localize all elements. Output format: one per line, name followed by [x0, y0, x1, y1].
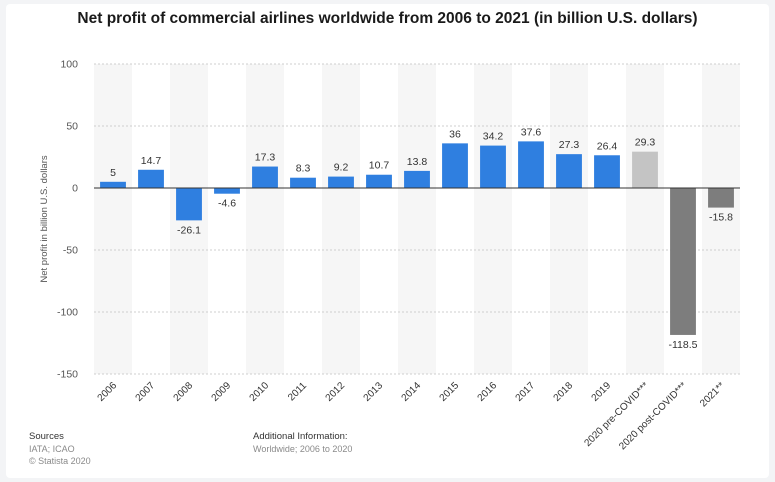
bar-value-label: 29.3: [635, 137, 656, 149]
bar: [366, 174, 392, 188]
x-tick-label: 2012: [324, 380, 348, 404]
column-stripe: [702, 64, 740, 374]
y-tick-label: 100: [60, 59, 78, 71]
bar-value-label: -4.6: [218, 198, 236, 210]
sources-block: Sources IATA; ICAO © Statista 2020: [29, 431, 91, 467]
column-stripe: [474, 64, 512, 374]
x-axis-ticks: 2006 2007 2008 2009 2010 2011 2012 2013 2014 2015…: [96, 380, 728, 452]
bar: [100, 181, 126, 188]
bar-value-label: 17.3: [255, 152, 276, 164]
bar-value-label: 10.7: [369, 160, 390, 172]
bar: [442, 143, 468, 188]
sources-text: IATA; ICAO: [29, 444, 75, 454]
bar: [632, 151, 658, 188]
additional-info-block: Additional Information: Worldwide; 2006 …: [253, 431, 352, 455]
y-tick-label: 50: [66, 121, 78, 133]
additional-info-heading: Additional Information:: [253, 431, 348, 442]
y-tick-label: -150: [57, 369, 78, 381]
bar: [556, 154, 582, 188]
bar: [594, 155, 620, 188]
x-tick-label: 2021**: [698, 380, 727, 409]
bar: [670, 188, 696, 335]
x-tick-label: 2015: [438, 380, 462, 404]
y-tick-label: -50: [63, 245, 78, 257]
bar-value-label: 14.7: [141, 155, 162, 167]
column-stripe: [322, 64, 360, 374]
bar-value-label: 13.8: [407, 156, 428, 168]
plot-background: [94, 64, 740, 374]
x-tick-label: 2020 pre-COVID***: [582, 380, 651, 449]
bar: [290, 177, 316, 188]
x-tick-label: 2009: [210, 380, 234, 404]
y-tick-label: -100: [57, 307, 78, 319]
x-tick-label: 2017: [514, 380, 538, 404]
bar-value-label: 9.2: [334, 162, 349, 174]
bar-value-label: 36: [449, 128, 461, 140]
x-tick-label: 2018: [552, 380, 576, 404]
bar-value-label: -15.8: [709, 212, 733, 224]
bar: [708, 188, 734, 208]
x-tick-label: 2008: [172, 380, 196, 404]
x-tick-label: 2020 post-COVID***: [617, 380, 689, 452]
column-stripe: [246, 64, 284, 374]
bar: [480, 145, 506, 188]
y-tick-label: 0: [72, 183, 78, 195]
column-stripe: [626, 64, 664, 374]
bar-value-label: 26.4: [597, 140, 618, 152]
chart-title: Net profit of commercial airlines worldw…: [77, 10, 698, 27]
column-stripe: [94, 64, 132, 374]
x-tick-label: 2013: [362, 380, 386, 404]
x-tick-label: 2011: [286, 380, 309, 403]
bar-value-label: 34.2: [483, 131, 504, 143]
bar: [214, 188, 240, 194]
bar: [518, 141, 544, 188]
additional-info-text: Worldwide; 2006 to 2020: [253, 444, 353, 454]
x-tick-label: 2019: [590, 380, 614, 404]
bar: [404, 170, 430, 188]
value-labels: 5 14.7 -26.1 -4.6 17.3 8.3 9.2 10.7 13.8 36 34.2 37…: [110, 126, 733, 351]
bar: [252, 166, 278, 188]
y-axis-ticks: 100 50 0 -50 -100 -150: [57, 59, 78, 381]
bar-value-label: 37.6: [521, 126, 542, 138]
column-stripe: [398, 64, 436, 374]
x-tick-label: 2007: [134, 380, 158, 404]
bar-value-label: -118.5: [669, 339, 698, 351]
bar-value-label: 27.3: [559, 139, 580, 151]
bar: [328, 176, 354, 188]
bar-value-label: 5: [110, 167, 116, 179]
x-tick-label: 2006: [96, 380, 120, 404]
bar-value-label: 8.3: [296, 163, 311, 175]
bars: [100, 141, 734, 335]
bar: [138, 169, 164, 188]
sources-heading: Sources: [29, 431, 64, 442]
x-tick-label: 2014: [400, 380, 424, 404]
x-tick-label: 2010: [248, 380, 272, 404]
bar: [176, 188, 202, 221]
x-tick-label: 2016: [476, 380, 500, 404]
y-axis-label: Net profit in billion U.S. dollars: [39, 155, 50, 282]
column-stripe: [550, 64, 588, 374]
bar-value-label: -26.1: [177, 224, 201, 236]
copyright-text: © Statista 2020: [29, 456, 91, 466]
